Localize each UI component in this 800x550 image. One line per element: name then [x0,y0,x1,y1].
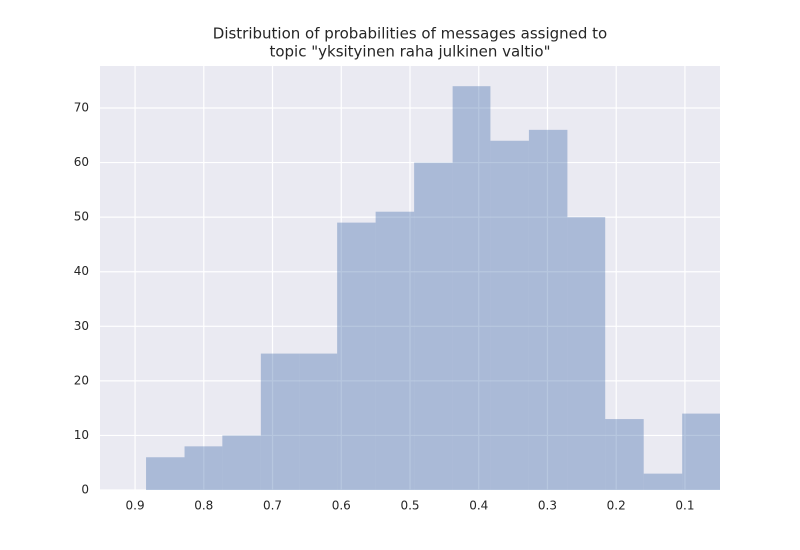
y-tick-label: 60 [74,155,89,169]
x-tick-label: 0.1 [675,499,694,513]
x-tick-label: 0.5 [400,499,419,513]
x-tick-label: 0.3 [538,499,557,513]
x-tick-label: 0.7 [263,499,282,513]
bar [375,211,415,490]
bar [260,353,300,490]
bar [299,353,338,490]
bar [643,473,683,490]
bar [682,413,720,490]
y-tick-label: 50 [74,210,89,224]
bar [222,435,261,490]
x-tick-label: 0.2 [607,499,626,513]
bar [528,129,568,490]
chart-title: Distribution of probabilities of message… [213,25,607,43]
x-tick-label: 0.8 [194,499,213,513]
bar [490,140,529,490]
bar [184,446,223,490]
y-tick-label: 40 [74,264,89,278]
chart-title: topic "yksityinen raha julkinen valtio" [269,43,550,61]
bar [337,222,376,490]
y-tick-label: 0 [81,483,89,497]
y-tick-label: 10 [74,428,89,442]
y-tick-label: 30 [74,319,89,333]
bar [567,217,606,490]
bar [605,419,644,490]
y-tick-label: 70 [74,101,89,115]
bar [414,162,453,491]
x-tick-label: 0.4 [469,499,488,513]
bar [146,457,185,490]
x-tick-label: 0.6 [332,499,351,513]
bar [452,86,491,490]
x-tick-label: 0.9 [126,499,145,513]
y-tick-label: 20 [74,373,89,387]
